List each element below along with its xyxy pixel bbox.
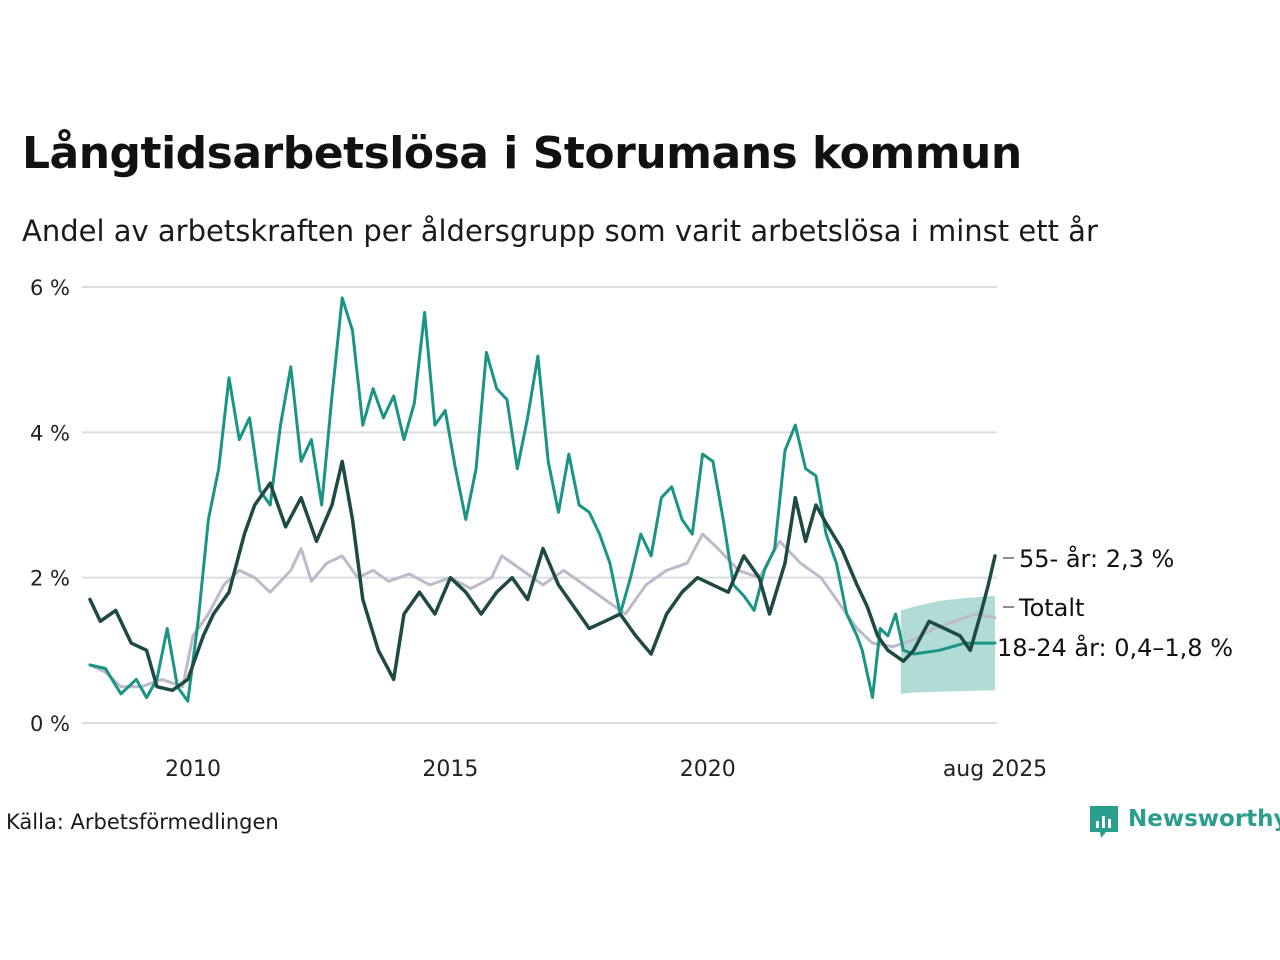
series-line-older <box>88 459 997 693</box>
source-note: Källa: Arbetsförmedlingen <box>6 810 279 834</box>
series-line-total <box>88 532 997 689</box>
grid-layer: 0 % 2 % 4 % 6 % 2010 2015 2020 aug 2025 <box>30 276 1047 782</box>
newsworthy-logo-icon <box>1090 806 1118 838</box>
newsworthy-logo-text: Newsworthy <box>1128 806 1280 832</box>
x-tick-label: 2010 <box>165 757 221 782</box>
chart-title: Långtidsarbetslösa i Storumans kommun <box>22 128 1022 179</box>
series-line-youth <box>88 296 997 703</box>
y-tick-label: 6 % <box>30 276 70 300</box>
line-chart: 0 % 2 % 4 % 6 % 2010 2015 2020 aug 2025 55- år:… <box>30 276 1233 782</box>
x-tick-label: aug 2025 <box>943 757 1047 782</box>
y-tick-label: 2 % <box>30 567 70 591</box>
label-layer: 55- år: 2,3 % Totalt 18-24 år: 0,4–1,8 % <box>997 544 1233 662</box>
y-tick-label: 4 % <box>30 421 70 445</box>
newsworthy-logo[interactable]: Newsworthy <box>1088 804 1280 844</box>
series-label-total: Totalt <box>1018 594 1084 622</box>
x-tick-label: 2015 <box>422 757 478 782</box>
series-layer <box>88 296 997 703</box>
series-label-youth: 18-24 år: 0,4–1,8 % <box>997 633 1233 662</box>
series-label-older: 55- år: 2,3 % <box>1019 544 1174 573</box>
chart-subtitle: Andel av arbetskraften per åldersgrupp s… <box>22 214 1098 248</box>
band-layer <box>900 595 995 694</box>
y-tick-label: 0 % <box>30 712 70 736</box>
x-tick-label: 2020 <box>680 757 736 782</box>
youth-uncertainty-band <box>900 595 995 694</box>
